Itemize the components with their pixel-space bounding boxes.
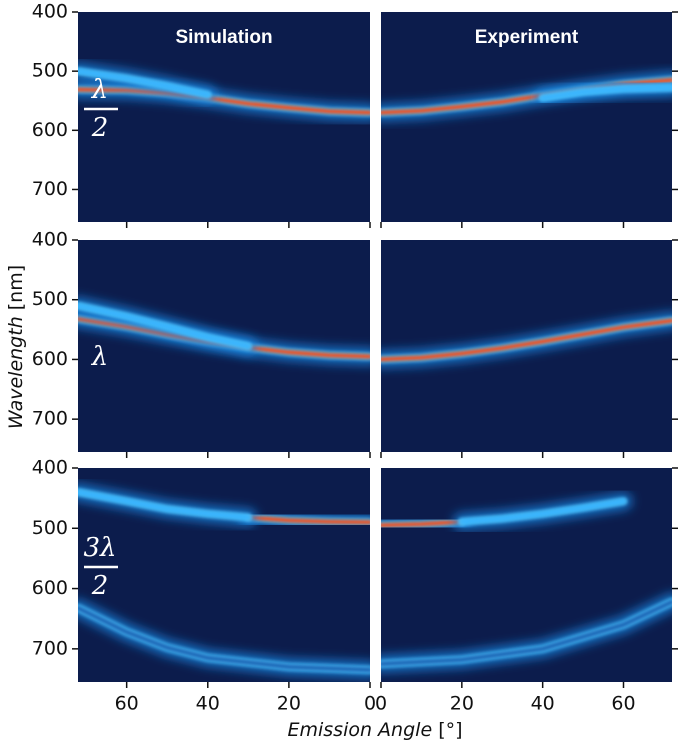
plot-area [381,311,672,369]
panel: 400 500 600 700 0 20 40 60 3λ 2 [32,457,376,715]
plot-area [78,62,370,122]
x-tick-label: 40 [531,693,555,715]
panel: 0 20 40 60 [375,467,678,715]
x-tick-label: 20 [277,693,301,715]
band [246,515,370,525]
panel-title: Simulation [175,27,272,48]
x-label-italic: Emission Angle [287,719,432,741]
y-tick-label: 400 [32,1,68,23]
x-tick-label: 60 [611,693,635,715]
row-label-denominator: 2 [91,571,109,601]
plot-area [78,296,370,366]
panel: 400 500 600 700 λ [32,229,371,458]
plot-area [381,71,672,122]
panel: 400 500 600 700 Simulation λ 2 [32,1,371,228]
band [78,605,370,672]
x-tick-label: 20 [450,693,474,715]
y-label-unit: [nm] [5,265,27,310]
row-label-denominator: 2 [91,113,109,143]
y-tick-label: 700 [32,408,68,430]
row-label-numerator: 3λ [83,533,116,563]
band [78,87,370,115]
x-axis-label: Emission Angle [°] [287,719,462,741]
x-tick-label: 0 [364,693,376,715]
x-label-unit: [°] [438,719,462,741]
y-tick-label: 600 [32,348,68,370]
plot-area [381,492,672,673]
band [78,69,210,97]
band [78,303,251,349]
x-tick-label: 0 [375,693,387,715]
y-tick-label: 600 [32,577,68,599]
y-tick-label: 700 [32,178,68,200]
row-label-numerator: λ [91,75,108,105]
y-tick-label: 500 [32,288,68,310]
panel-title: Experiment [475,27,579,48]
y-tick-label: 500 [32,60,68,82]
y-label-italic: Wavelength [5,316,27,429]
band [459,499,626,524]
band [381,318,672,362]
y-tick-label: 600 [32,119,68,141]
plot-area [78,483,370,679]
band [381,599,672,666]
row-label: λ [91,342,108,372]
y-tick-label: 400 [32,229,68,251]
y-axis-label: Wavelength [nm] [5,265,27,429]
panel [380,239,678,458]
band [540,85,672,100]
x-tick-label: 40 [196,693,220,715]
x-tick-label: 60 [115,693,139,715]
band [78,490,251,520]
panel: Experiment [380,11,678,228]
band [381,519,464,528]
y-tick-label: 400 [32,457,68,479]
y-tick-label: 500 [32,517,68,539]
y-tick-label: 700 [32,637,68,659]
